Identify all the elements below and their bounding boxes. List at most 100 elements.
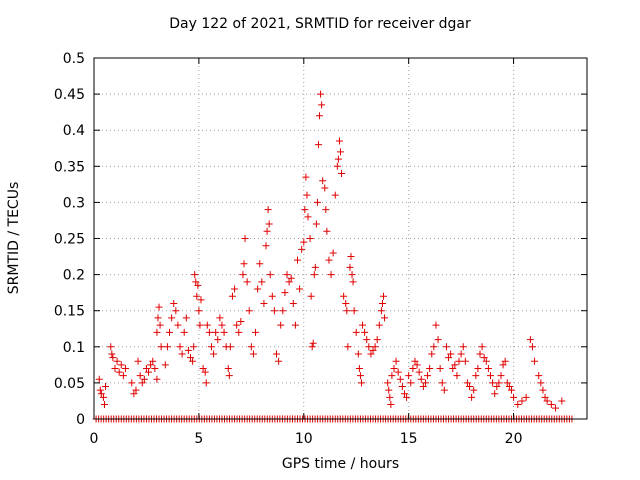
- y-tick-label: 0.45: [54, 87, 85, 103]
- y-tick-label: 0.4: [63, 123, 85, 139]
- data-point: [463, 379, 471, 387]
- data-point: [190, 343, 198, 351]
- data-point: [182, 314, 190, 322]
- data-point: [111, 364, 119, 372]
- data-point: [371, 343, 379, 351]
- data-point: [354, 350, 362, 358]
- data-point: [430, 343, 438, 351]
- data-point: [307, 292, 315, 300]
- data-point: [265, 220, 273, 228]
- data-point: [187, 354, 195, 362]
- data-point: [205, 328, 213, 336]
- y-tick-label: 0.15: [54, 304, 85, 320]
- data-point: [505, 383, 513, 391]
- y-tick-label: 0.1: [63, 340, 85, 356]
- data-point: [411, 357, 419, 365]
- data-point: [231, 285, 239, 293]
- data-point: [289, 299, 297, 307]
- data-point: [440, 386, 448, 394]
- data-point: [334, 155, 342, 163]
- data-point: [155, 303, 163, 311]
- data-point: [210, 350, 218, 358]
- data-point: [212, 328, 220, 336]
- data-point: [378, 299, 386, 307]
- data-point: [507, 386, 515, 394]
- data-point: [192, 278, 200, 286]
- data-point: [346, 263, 354, 271]
- data-point: [306, 235, 314, 242]
- data-point: [178, 350, 186, 358]
- data-point: [163, 343, 171, 351]
- data-point: [270, 307, 278, 315]
- data-point: [115, 368, 123, 376]
- data-point: [472, 372, 480, 380]
- data-point: [264, 206, 272, 214]
- y-tick-label: 0.5: [63, 51, 85, 67]
- data-point: [157, 343, 165, 351]
- data-point: [457, 350, 465, 358]
- data-point: [97, 390, 105, 398]
- data-point: [303, 191, 311, 199]
- data-point: [522, 393, 530, 401]
- data-point: [228, 292, 236, 300]
- data-point: [149, 357, 157, 365]
- axis-ticks: 0 0.05 0.1 0.15 0.2 0.25 0.3 0.35 0.4 0.45 0.5 0 5 10…: [54, 51, 587, 447]
- data-point: [495, 379, 503, 387]
- data-point: [539, 386, 547, 394]
- data-point: [333, 162, 341, 170]
- data-point: [321, 184, 329, 192]
- data-point: [287, 274, 295, 282]
- data-point: [132, 386, 140, 394]
- data-point: [138, 379, 146, 387]
- data-point: [480, 354, 488, 362]
- data-point: [352, 328, 360, 336]
- data-point: [386, 393, 394, 401]
- data-point: [347, 253, 355, 261]
- data-point: [233, 321, 241, 329]
- data-point: [166, 328, 174, 336]
- data-point: [319, 177, 327, 185]
- data-point: [199, 364, 207, 372]
- data-point: [419, 383, 427, 391]
- data-point: [470, 386, 478, 394]
- data-point: [369, 346, 377, 354]
- data-point: [314, 141, 322, 149]
- data-point: [279, 307, 287, 315]
- data-point: [180, 328, 188, 336]
- data-point: [96, 386, 104, 394]
- y-tick-label: 0.25: [54, 232, 85, 248]
- data-point: [394, 368, 402, 376]
- data-point: [455, 357, 463, 365]
- data-point: [121, 364, 129, 372]
- data-point: [484, 364, 492, 372]
- data-point: [235, 328, 243, 336]
- data-point: [108, 350, 116, 358]
- y-tick-label: 0.3: [63, 195, 85, 211]
- data-point: [468, 393, 476, 401]
- data-point: [459, 343, 467, 351]
- data-point: [491, 390, 499, 398]
- data-point: [218, 321, 226, 329]
- data-point: [309, 339, 317, 347]
- data-point: [194, 281, 202, 289]
- data-point: [493, 383, 501, 391]
- data-point: [316, 112, 324, 120]
- x-tick-label: 15: [400, 431, 418, 447]
- data-point: [482, 357, 490, 365]
- data-point: [240, 260, 248, 268]
- data-point: [343, 307, 351, 315]
- data-point: [417, 375, 425, 383]
- data-point: [113, 357, 121, 365]
- data-point: [338, 170, 346, 178]
- data-point: [196, 321, 204, 329]
- data-point: [263, 227, 271, 235]
- data-point: [153, 328, 161, 336]
- data-point: [373, 336, 381, 344]
- data-point: [449, 364, 457, 372]
- data-point: [451, 361, 459, 369]
- data-point: [140, 375, 148, 383]
- x-axis-label: GPS time / hours: [281, 456, 400, 472]
- data-point: [153, 375, 161, 383]
- x-tick-label: 5: [194, 431, 203, 447]
- data-point: [499, 361, 507, 369]
